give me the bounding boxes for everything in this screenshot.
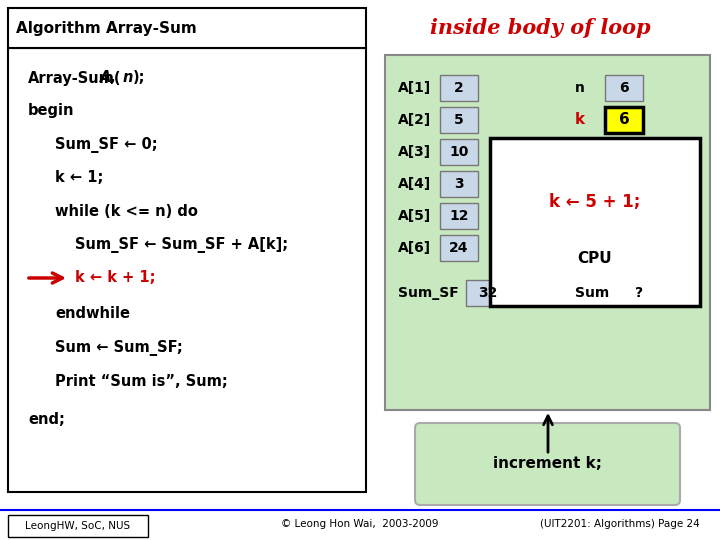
Bar — [8, 8, 366, 48]
Bar — [605, 107, 643, 133]
Text: Print “Sum is”, Sum;: Print “Sum is”, Sum; — [55, 374, 228, 388]
Text: 5: 5 — [454, 113, 464, 127]
Bar — [440, 107, 478, 133]
Bar — [8, 48, 366, 492]
Bar — [466, 280, 510, 306]
Text: Algorithm Array-Sum: Algorithm Array-Sum — [16, 21, 197, 36]
Bar — [617, 280, 661, 306]
Text: ,: , — [110, 71, 121, 85]
Text: A[5]: A[5] — [398, 209, 431, 223]
Text: 6: 6 — [618, 112, 629, 127]
Text: 12: 12 — [449, 209, 469, 223]
Text: LeongHW, SoC, NUS: LeongHW, SoC, NUS — [25, 521, 130, 531]
Bar — [385, 55, 710, 410]
Text: Sum_SF ← 0;: Sum_SF ← 0; — [55, 137, 158, 153]
Text: increment k;: increment k; — [493, 456, 602, 471]
Bar — [490, 138, 700, 306]
Text: A: A — [100, 71, 112, 85]
Text: A[3]: A[3] — [398, 145, 431, 159]
Text: n: n — [123, 71, 133, 85]
Text: while (k <= n) do: while (k <= n) do — [55, 204, 198, 219]
Text: k: k — [575, 112, 585, 127]
Text: 3: 3 — [454, 177, 464, 191]
Bar — [440, 203, 478, 229]
Text: endwhile: endwhile — [55, 307, 130, 321]
Text: );: ); — [133, 71, 145, 85]
Bar — [440, 235, 478, 261]
Bar — [440, 139, 478, 165]
Text: begin: begin — [28, 103, 74, 118]
Text: (UIT2201: Algorithms) Page 24: (UIT2201: Algorithms) Page 24 — [540, 519, 700, 529]
Text: A[6]: A[6] — [398, 241, 431, 255]
Text: Sum ← Sum_SF;: Sum ← Sum_SF; — [55, 340, 183, 356]
Text: 24: 24 — [449, 241, 469, 255]
Text: © Leong Hon Wai,  2003-2009: © Leong Hon Wai, 2003-2009 — [282, 519, 438, 529]
FancyBboxPatch shape — [415, 423, 680, 505]
Text: 2: 2 — [454, 81, 464, 95]
Bar — [440, 75, 478, 101]
Text: ?: ? — [635, 286, 643, 300]
Text: A[1]: A[1] — [398, 81, 431, 95]
Text: CPU: CPU — [577, 252, 612, 266]
Text: end;: end; — [28, 413, 65, 428]
Text: 6: 6 — [619, 81, 629, 95]
Text: A[4]: A[4] — [398, 177, 431, 191]
Text: 32: 32 — [478, 286, 498, 300]
Bar — [8, 515, 148, 537]
Text: Array-Sum(: Array-Sum( — [28, 71, 122, 85]
Text: 10: 10 — [449, 145, 469, 159]
Text: n: n — [575, 81, 585, 95]
Text: Sum: Sum — [575, 286, 609, 300]
Bar — [440, 171, 478, 197]
Text: A[2]: A[2] — [398, 113, 431, 127]
Text: k ← k + 1;: k ← k + 1; — [75, 271, 156, 286]
Bar — [605, 75, 643, 101]
Text: k ← 1;: k ← 1; — [55, 171, 104, 186]
Text: k ← 5 + 1;: k ← 5 + 1; — [549, 193, 641, 211]
Text: inside body of loop: inside body of loop — [430, 18, 650, 38]
Text: Sum_SF ← Sum_SF + A[k];: Sum_SF ← Sum_SF + A[k]; — [75, 237, 288, 253]
Text: Sum_SF: Sum_SF — [398, 286, 459, 300]
